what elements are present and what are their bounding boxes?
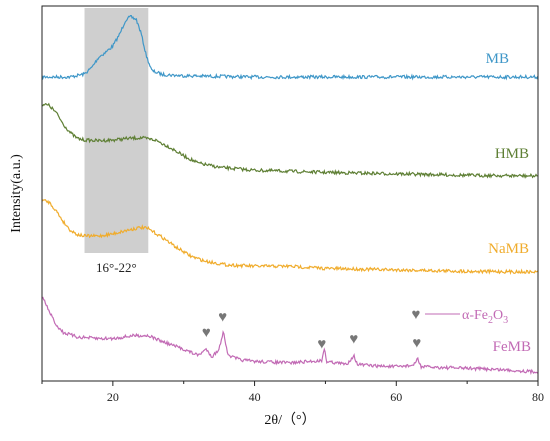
- peak-marker-heart-icon: ♥: [218, 309, 227, 325]
- series-label-namb: NaMB: [488, 241, 529, 257]
- series-label-mb: MB: [486, 51, 509, 67]
- series-label-femb: FeMB: [493, 339, 531, 355]
- series-line-namb: [41, 199, 539, 275]
- x-tick-label: 80: [532, 390, 544, 404]
- highlight-region: [84, 8, 149, 253]
- region-label: 16°-22°: [96, 260, 137, 275]
- marker-legend-label: α-Fe2O3: [462, 308, 508, 326]
- marker-legend: ♥ α-Fe2O3: [412, 307, 509, 326]
- x-tick-layer: 20 40 60 80: [41, 381, 544, 404]
- series-line-mb: [41, 15, 539, 81]
- y-axis-title: Intensity(a.u.): [9, 154, 24, 233]
- legend-label-mid: O: [493, 308, 503, 323]
- legend-label-sub2: 3: [503, 315, 508, 326]
- x-tick-label: 20: [107, 390, 119, 404]
- legend-label-sub1: 2: [488, 315, 493, 326]
- x-axis-title: 2θ/（°）: [264, 412, 315, 428]
- peak-marker-heart-icon: ♥: [412, 336, 421, 352]
- peak-marker-heart-icon: ♥: [349, 331, 358, 347]
- x-tick-label: 60: [390, 390, 402, 404]
- series-label-hmb: HMB: [495, 146, 529, 162]
- series-line-femb: [41, 296, 539, 376]
- series-layer: [41, 15, 539, 376]
- peak-marker-layer: ♥ ♥ ♥ ♥ ♥: [202, 309, 421, 352]
- x-tick-label: 40: [249, 390, 261, 404]
- peak-marker-heart-icon: ♥: [202, 325, 211, 341]
- plot-frame: [41, 5, 539, 382]
- peak-marker-heart-icon: ♥: [317, 337, 326, 353]
- marker-legend-heart-icon: ♥: [412, 307, 421, 323]
- legend-label-a: α-Fe: [462, 308, 488, 323]
- series-line-hmb: [41, 102, 538, 179]
